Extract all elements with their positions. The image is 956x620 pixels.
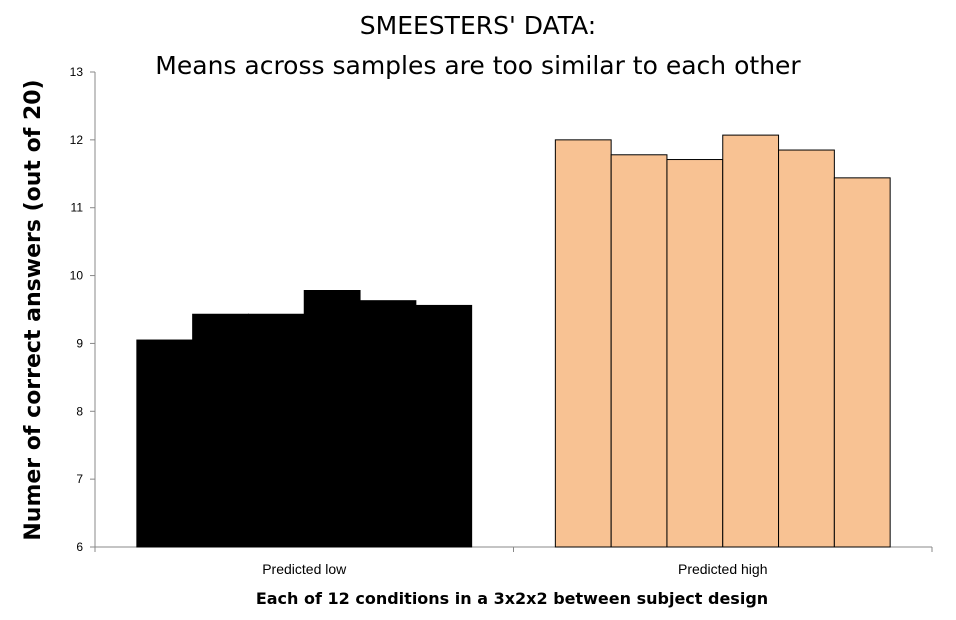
y-tick-label: 7 [76,472,83,486]
bar [359,300,417,548]
bar [247,313,305,548]
bar [192,313,249,548]
bar [610,154,668,548]
y-tick-label: 11 [71,201,84,215]
x-axis-label: Each of 12 conditions in a 3x2x2 between… [256,589,768,608]
y-tick-label: 9 [76,336,83,350]
bar [778,149,835,548]
y-axis-label: Numer of correct answers (out of 20) [21,79,46,540]
bar [722,134,780,548]
plot-area: 6 7 8 9 10 11 12 13 Predicted low Predicted high [70,65,933,577]
bar [415,304,473,548]
bar [833,177,891,548]
chart-title-line-1: SMEESTERS' DATA: [360,11,596,40]
y-tick-label: 13 [70,65,84,79]
chart-title-line-2: Means across samples are too similar to … [155,51,801,80]
bar [303,290,361,548]
y-tick-label: 8 [76,404,83,418]
y-tick-label: 12 [70,133,84,147]
bar [554,139,612,548]
x-category-label: Predicted high [678,561,768,577]
y-tick-label: 6 [76,540,83,554]
bar [666,159,724,548]
x-category-label: Predicted low [262,561,347,577]
y-tick-label: 10 [70,269,84,283]
bar [136,339,194,548]
